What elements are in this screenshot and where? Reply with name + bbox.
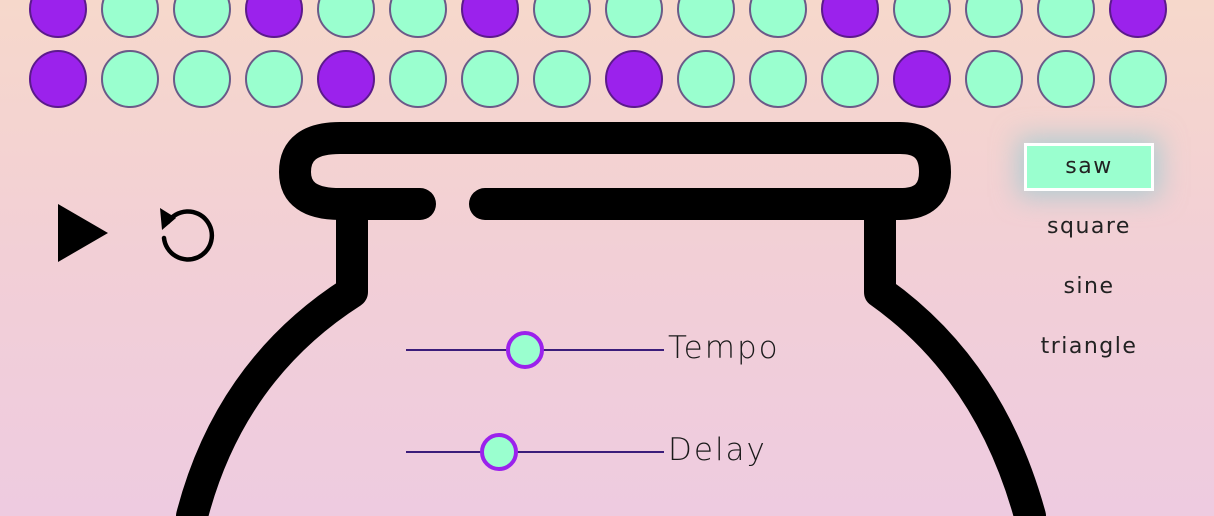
reset-icon	[160, 208, 215, 262]
delay-thumb[interactable]	[479, 433, 518, 471]
step-r2-c4[interactable]	[245, 50, 303, 108]
step-r2-c10[interactable]	[677, 50, 735, 108]
tempo-thumb[interactable]	[505, 331, 544, 369]
waveform-option-triangle[interactable]: triangle	[1040, 334, 1138, 359]
delay-label: Delay	[668, 432, 767, 468]
step-r2-c7[interactable]	[461, 50, 519, 108]
step-r2-c12[interactable]	[821, 50, 879, 108]
step-r2-c6[interactable]	[389, 50, 447, 108]
delay-slider[interactable]	[406, 432, 664, 472]
play-icon	[58, 204, 108, 262]
step-r2-c3[interactable]	[173, 50, 231, 108]
step-r2-c14[interactable]	[965, 50, 1023, 108]
play-button[interactable]	[56, 202, 112, 264]
step-r2-c15[interactable]	[1037, 50, 1095, 108]
delay-track	[406, 451, 664, 453]
step-r2-c9[interactable]	[605, 50, 663, 108]
step-r2-c5[interactable]	[317, 50, 375, 108]
tempo-slider[interactable]	[406, 330, 664, 370]
waveform-option-sine[interactable]: sine	[1063, 274, 1115, 299]
waveform-option-saw[interactable]: saw	[1024, 143, 1154, 191]
step-r2-c1[interactable]	[29, 50, 87, 108]
waveform-option-square[interactable]: square	[1047, 214, 1131, 239]
step-r2-c13[interactable]	[893, 50, 951, 108]
reset-button[interactable]	[154, 202, 218, 264]
step-sequencer	[0, 0, 1214, 120]
step-r2-c11[interactable]	[749, 50, 807, 108]
tempo-label: Tempo	[668, 330, 780, 366]
step-r2-c16[interactable]	[1109, 50, 1167, 108]
step-r2-c8[interactable]	[533, 50, 591, 108]
step-r2-c2[interactable]	[101, 50, 159, 108]
